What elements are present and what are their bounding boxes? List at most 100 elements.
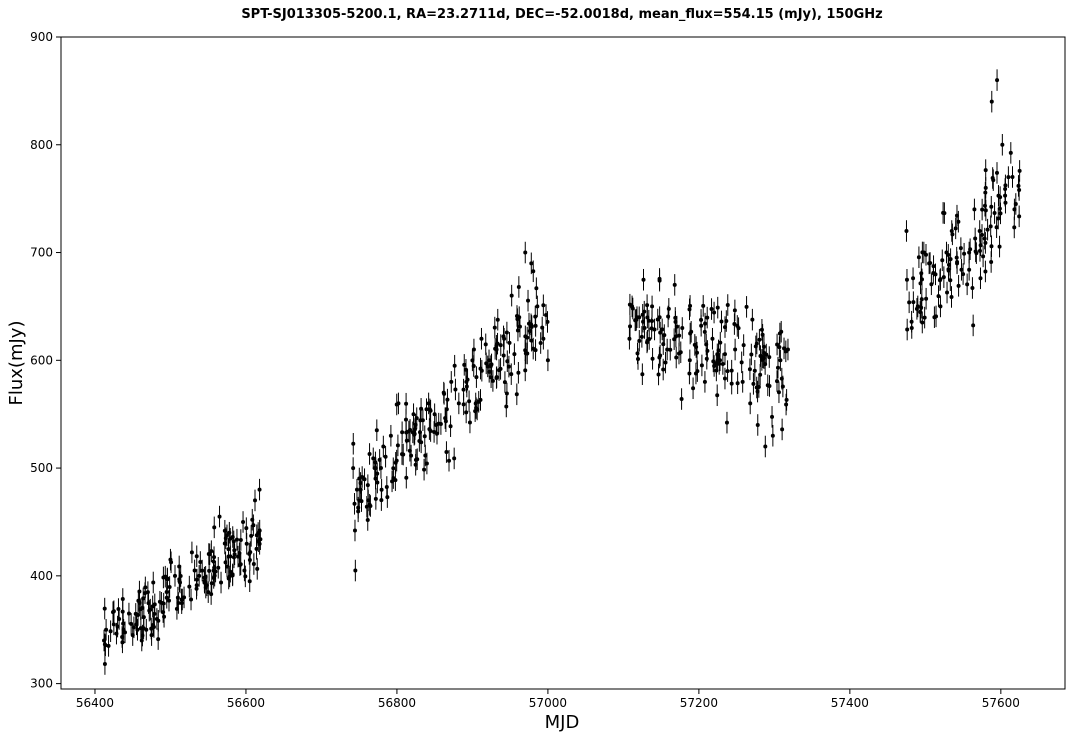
data-point <box>242 568 247 573</box>
data-point <box>918 281 923 286</box>
data-point <box>202 579 207 584</box>
data-point <box>422 467 427 472</box>
data-point <box>377 457 382 462</box>
data-point <box>752 368 757 373</box>
y-tick-label: 300 <box>30 677 53 691</box>
data-point <box>461 387 466 392</box>
data-point <box>977 228 982 233</box>
data-point <box>998 195 1003 200</box>
data-point <box>512 352 517 357</box>
data-point <box>187 584 192 589</box>
data-point <box>452 363 457 368</box>
data-point <box>529 261 534 266</box>
data-point <box>640 372 645 377</box>
y-tick-label: 600 <box>30 353 53 367</box>
data-point <box>722 376 727 381</box>
data-point <box>777 345 782 350</box>
data-point <box>207 552 212 557</box>
data-point <box>434 422 439 427</box>
data-point <box>136 612 141 617</box>
data-point <box>479 336 484 341</box>
data-point <box>639 334 644 339</box>
data-point <box>699 323 704 328</box>
data-point <box>411 412 416 417</box>
data-point <box>400 430 405 435</box>
data-point <box>177 564 182 569</box>
data-point <box>753 344 758 349</box>
data-point <box>144 627 149 632</box>
data-point <box>663 360 668 365</box>
data-point <box>120 596 125 601</box>
data-point <box>656 372 661 377</box>
data-point <box>396 401 401 406</box>
data-point <box>423 453 428 458</box>
data-point <box>117 616 122 621</box>
data-point <box>732 322 737 327</box>
data-point <box>438 422 443 427</box>
data-point <box>725 302 730 307</box>
data-point <box>358 487 363 492</box>
data-point <box>247 579 252 584</box>
data-point <box>937 278 942 283</box>
data-point <box>701 303 706 308</box>
data-point <box>740 379 745 384</box>
data-point <box>666 306 671 311</box>
data-point <box>729 381 734 386</box>
data-point <box>523 250 528 255</box>
data-point <box>992 211 997 216</box>
data-point <box>432 412 437 417</box>
data-point <box>763 444 768 449</box>
data-point <box>978 276 983 281</box>
data-point <box>441 390 446 395</box>
data-point <box>674 355 679 360</box>
data-point <box>982 236 987 241</box>
data-point <box>352 528 357 533</box>
data-point <box>679 397 684 402</box>
data-point <box>784 402 789 407</box>
data-point <box>688 331 693 336</box>
data-point <box>905 327 910 332</box>
data-point <box>467 399 472 404</box>
data-point <box>494 375 499 380</box>
data-point <box>962 251 967 256</box>
data-point <box>447 458 452 463</box>
data-point <box>995 78 1000 83</box>
data-point <box>538 341 543 346</box>
data-point <box>244 526 249 531</box>
data-point <box>462 362 467 367</box>
y-axis: 300 400 500 600 700 800 900 <box>30 30 61 691</box>
data-point <box>516 284 521 289</box>
data-point <box>463 367 468 372</box>
data-point <box>724 420 729 425</box>
data-point <box>492 325 497 330</box>
data-point <box>778 358 783 363</box>
data-point <box>419 406 424 411</box>
y-tick-label: 800 <box>30 138 53 152</box>
data-point <box>102 638 107 643</box>
data-point <box>111 622 116 627</box>
data-point <box>1003 183 1008 188</box>
data-point <box>514 392 519 397</box>
data-point <box>373 496 378 501</box>
data-point <box>121 627 126 632</box>
data-point <box>953 226 958 231</box>
data-point <box>525 351 530 356</box>
data-point <box>948 278 953 283</box>
data-point <box>673 315 678 320</box>
data-point <box>114 631 119 636</box>
data-point <box>427 427 432 432</box>
data-point <box>443 416 448 421</box>
data-point <box>725 369 730 374</box>
data-point <box>424 461 429 466</box>
data-point <box>403 417 408 422</box>
data-point <box>634 315 639 320</box>
data-point <box>381 444 386 449</box>
data-point <box>490 378 495 383</box>
data-point <box>494 347 499 352</box>
data-point <box>383 454 388 459</box>
data-point <box>471 347 476 352</box>
data-point <box>197 573 202 578</box>
data-point <box>940 258 945 263</box>
data-point <box>776 390 781 395</box>
data-point <box>476 399 481 404</box>
